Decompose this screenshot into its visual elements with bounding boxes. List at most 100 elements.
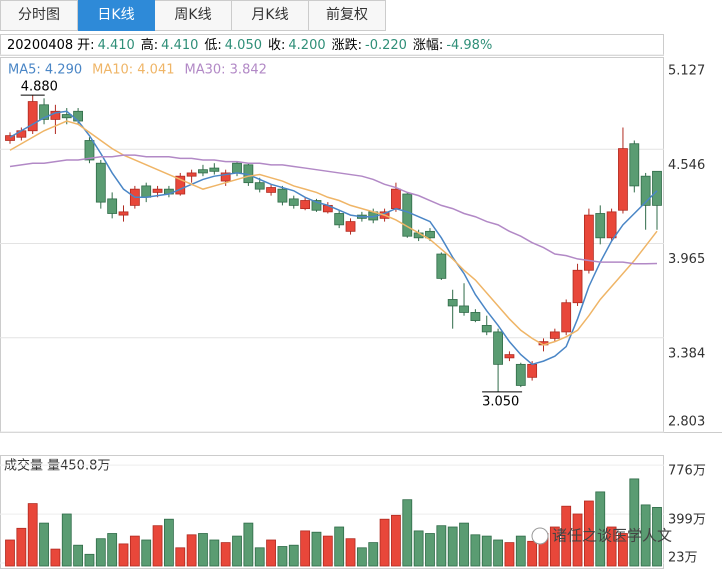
volume-bar (618, 533, 628, 567)
quote-label: 开: (77, 38, 95, 53)
candle-body (118, 211, 129, 216)
candle-body (481, 325, 492, 333)
candle-body (107, 198, 118, 214)
candle-body (640, 175, 651, 206)
candle-body (27, 101, 38, 132)
volume-bar (391, 514, 401, 567)
volume-bar (107, 533, 118, 567)
candle-body (493, 331, 503, 365)
tab[interactable]: 日K线 (78, 0, 155, 31)
volume-bar (345, 538, 356, 567)
volume-bar (73, 544, 84, 567)
legend-entry: MA30: 3.842 (185, 63, 267, 78)
volume-bar (61, 513, 72, 567)
volume-bar (129, 535, 140, 567)
volume-bar (413, 530, 424, 567)
candle-body (209, 167, 220, 172)
candle-body (152, 188, 163, 193)
volume-bar (368, 542, 379, 567)
vol-tick-label: 399万 (668, 513, 706, 528)
quote-value: -4.98% (446, 38, 493, 53)
candle-body (515, 363, 526, 386)
volume-bar (209, 539, 220, 567)
candle-body (345, 221, 356, 232)
volume-bar (27, 503, 38, 567)
quote-label: 涨跌: (331, 38, 362, 53)
volume-bar (402, 499, 413, 567)
quote-value: 4.410 (161, 38, 199, 53)
candle-body (198, 169, 208, 174)
candle-body (39, 104, 49, 120)
volume-bar (220, 542, 231, 567)
volume-bar (572, 513, 583, 567)
volume-bar (254, 547, 265, 567)
volume-bar (549, 526, 560, 567)
candle-body (334, 213, 345, 226)
quote-value: -0.220 (365, 38, 407, 53)
candle-body (561, 302, 572, 333)
ma-line (9, 120, 658, 346)
candle-body (470, 312, 481, 321)
volume-bar (527, 540, 538, 567)
candle-body (402, 193, 413, 237)
quote-value: 4.410 (97, 38, 135, 53)
tab-bar: 分时图 日K线 周K线 月K线 前复权 (0, 0, 386, 31)
watermark: 诸任之谈医学人文 (552, 527, 672, 545)
y-tick-label: 3.384 (668, 346, 705, 361)
price-frame (0, 57, 664, 433)
quote-value: 4.050 (224, 38, 262, 53)
candle-body (583, 214, 594, 271)
candle-body (459, 305, 469, 313)
candle-body (5, 135, 15, 141)
volume-bar (583, 500, 594, 567)
quote-label: 涨幅: (412, 38, 444, 53)
candle-body (527, 363, 538, 378)
volume-bar (288, 544, 299, 567)
candle-body (254, 182, 265, 190)
candle-body (277, 188, 288, 203)
y-tick-label: 4.546 (668, 158, 705, 173)
candle-body (618, 148, 628, 211)
y-tick-label: 3.965 (668, 252, 705, 267)
volume-bar (436, 525, 447, 567)
tab[interactable]: 周K线 (155, 0, 232, 31)
y-tick-label: 5.127 (668, 64, 705, 79)
tab[interactable]: 分时图 (0, 0, 78, 31)
volume-bar (481, 535, 492, 567)
candle-body (266, 187, 276, 193)
volume-bar (232, 535, 242, 567)
candle-body (629, 143, 640, 187)
volume-bar (640, 504, 651, 567)
tab[interactable]: 前复权 (309, 0, 386, 31)
candle-body (391, 188, 401, 210)
volume-bar (300, 530, 311, 567)
volume-bar (606, 526, 617, 567)
quote-label: 收: (268, 38, 286, 53)
candle-body (425, 230, 435, 239)
volume-bar (141, 539, 152, 567)
candle-body (436, 253, 447, 279)
volume-bar (459, 522, 469, 567)
volume-bar (356, 547, 367, 567)
volume-bar (39, 522, 49, 567)
volume-bar (595, 491, 606, 567)
max-label: 4.880 (21, 80, 58, 95)
tab[interactable]: 月K线 (232, 0, 309, 31)
candle-body (186, 172, 197, 177)
volume-bar (493, 539, 503, 567)
volume-bar (198, 533, 208, 567)
candle-body (572, 269, 583, 304)
min-label: 3.050 (482, 394, 519, 409)
candle-body (95, 162, 106, 203)
candle-body (141, 185, 152, 198)
volume-bar (50, 548, 61, 567)
volume-bar (652, 506, 662, 567)
volume-bar (322, 535, 333, 567)
ma-line (9, 110, 658, 366)
quote-date: 20200408 (7, 38, 74, 53)
candle-body (311, 200, 322, 211)
candle-body (61, 114, 72, 119)
volume-bar (152, 525, 163, 567)
candle-body (84, 140, 95, 161)
volume-bar (186, 534, 197, 567)
